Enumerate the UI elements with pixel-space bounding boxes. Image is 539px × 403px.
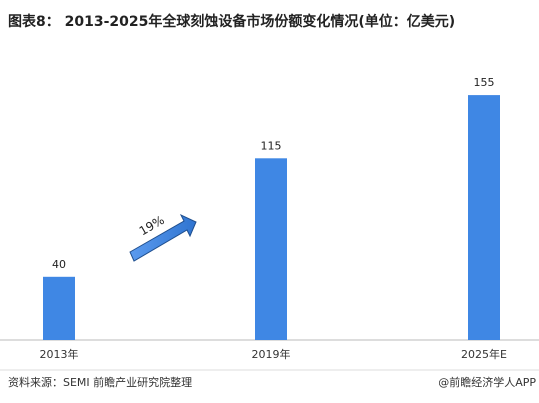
chart-title: 图表8： 2013-2025年全球刻蚀设备市场份额变化情况(单位：亿美元) — [8, 13, 455, 30]
value-label: 115 — [261, 139, 282, 152]
source: 资料来源：SEMI 前瞻产业研究院整理 — [8, 375, 192, 389]
arrow-shape — [129, 213, 197, 262]
bar — [43, 276, 75, 340]
x-tick-label: 2019年 — [252, 347, 291, 361]
growth-arrow: 19% — [129, 213, 197, 262]
value-label: 155 — [474, 76, 495, 89]
x-tick-label: 2025年E — [461, 347, 507, 361]
x-tick-label: 2013年 — [40, 347, 79, 361]
credit: @前瞻经济学人APP — [438, 375, 536, 389]
bar — [255, 158, 287, 340]
bar — [468, 95, 500, 340]
value-label: 40 — [52, 258, 66, 271]
